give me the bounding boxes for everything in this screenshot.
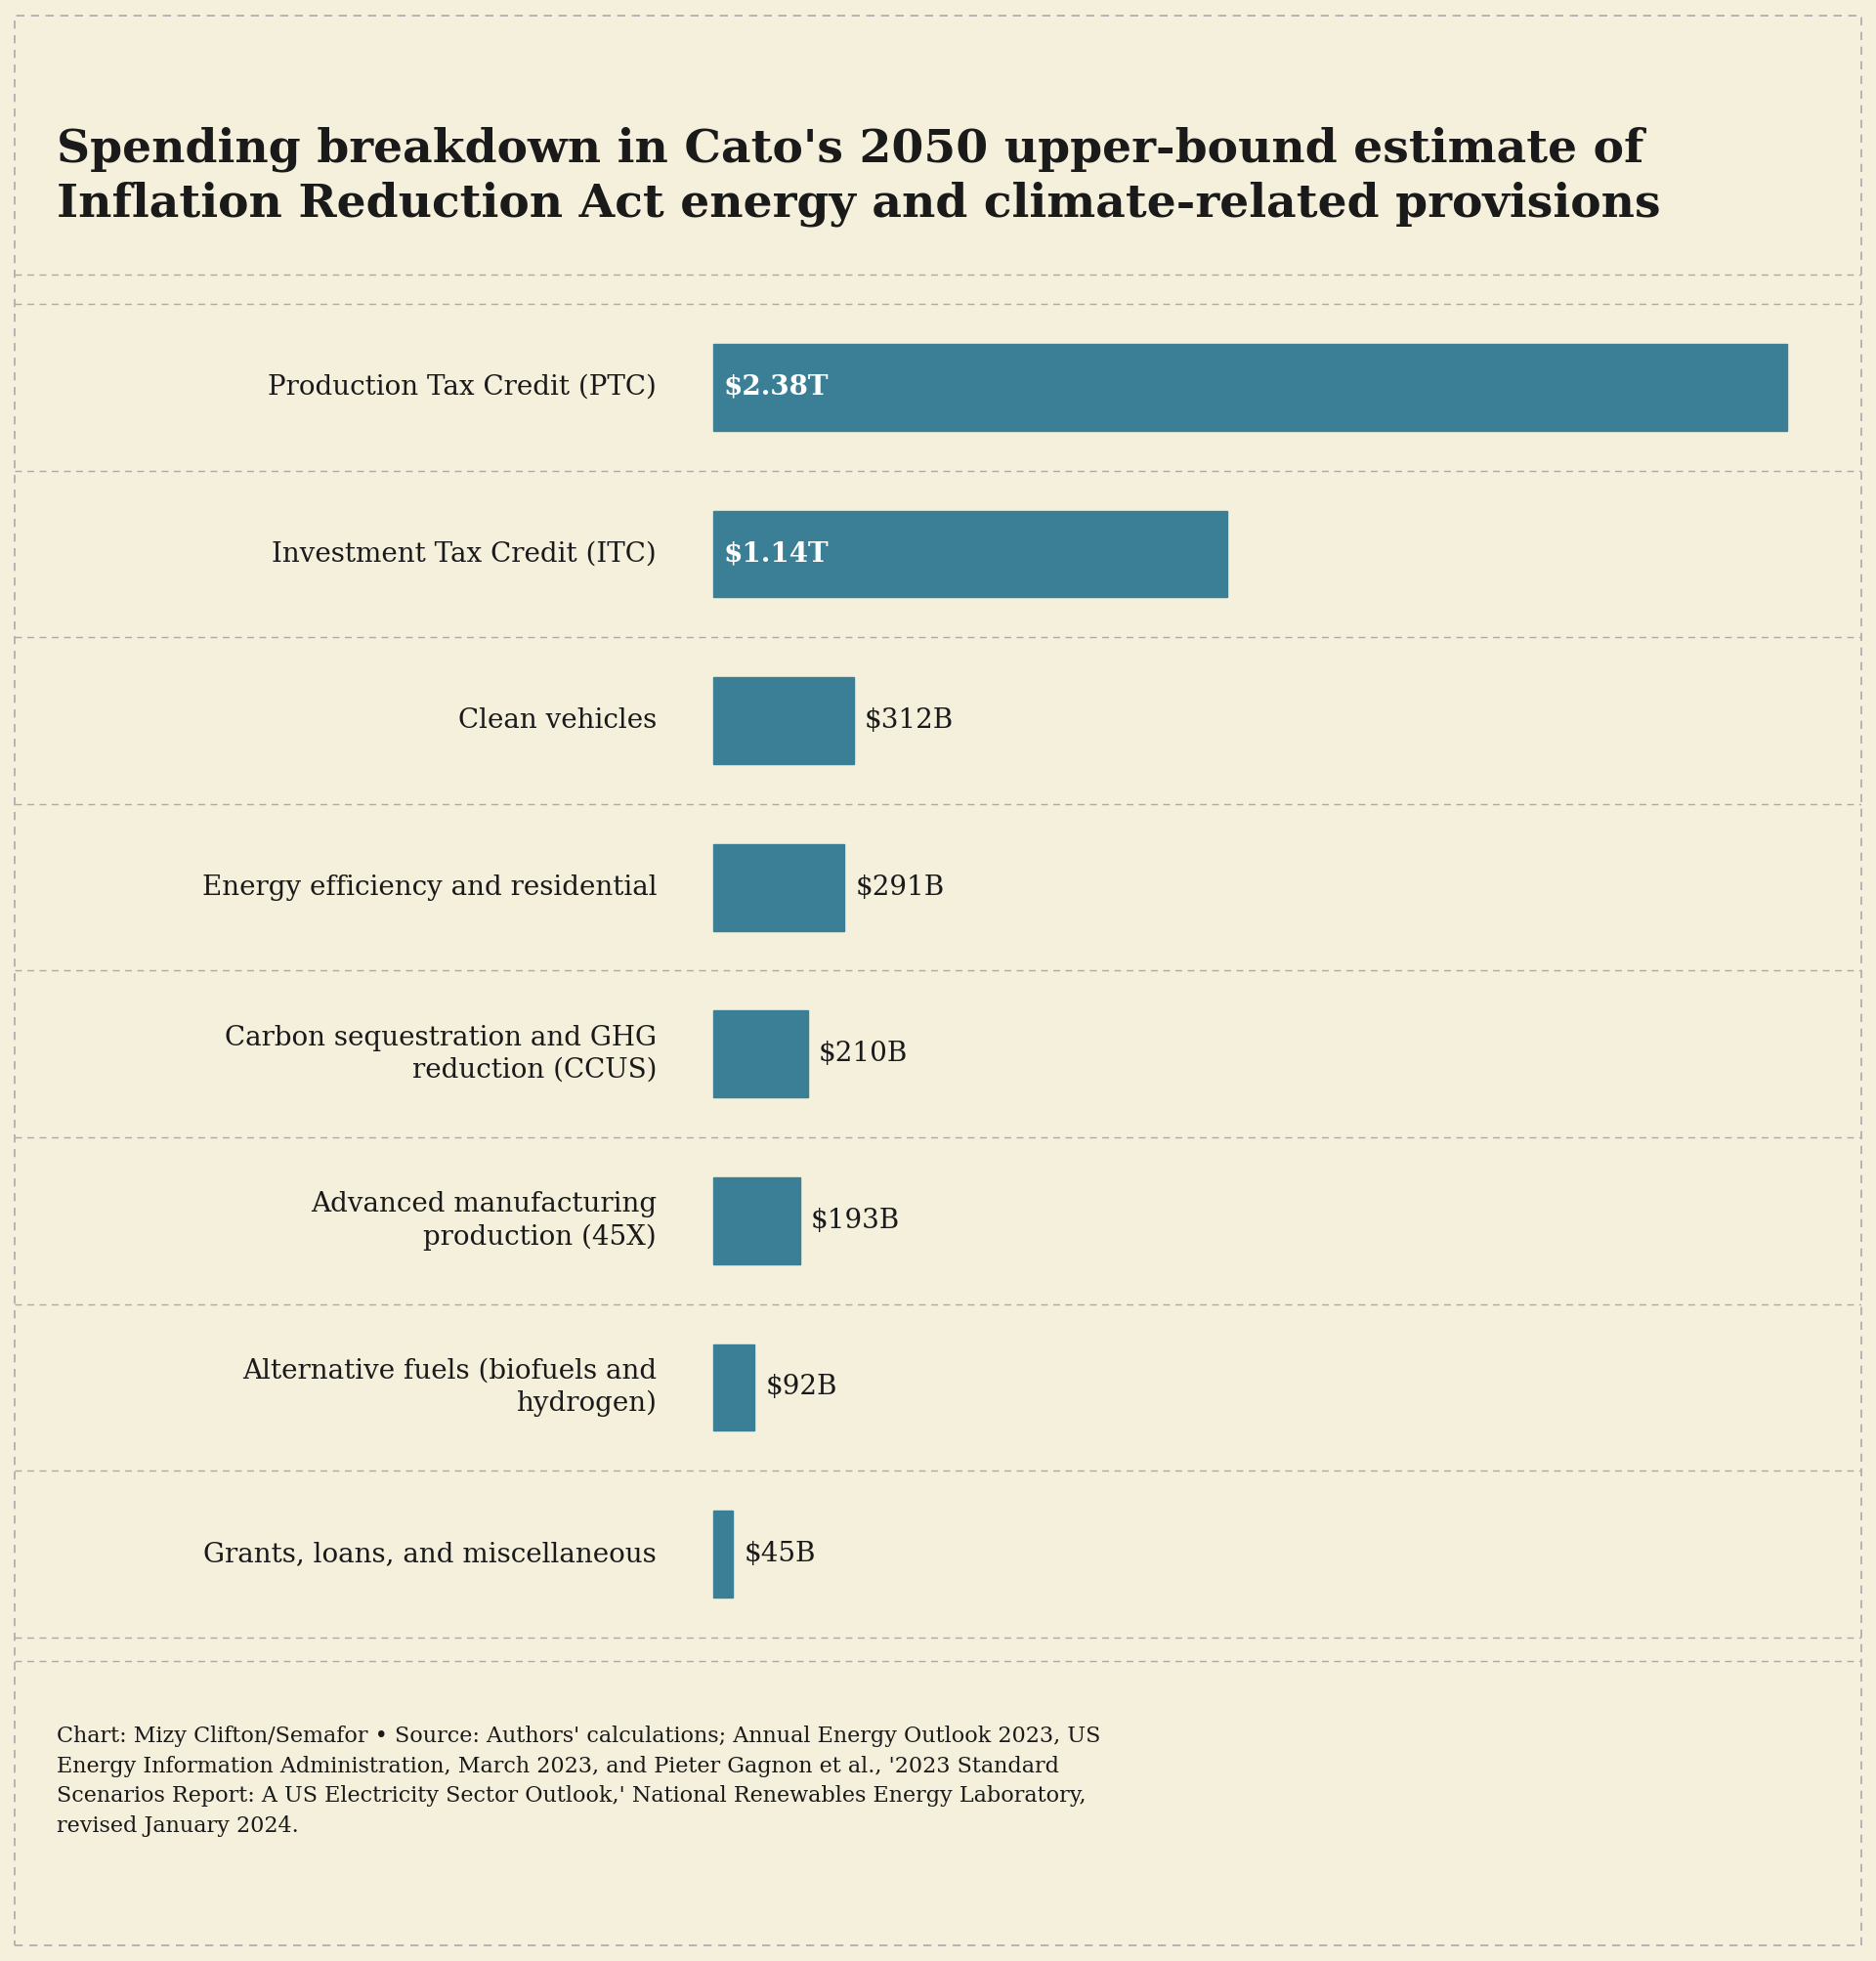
Text: Spending breakdown in Cato's 2050 upper-bound estimate of
Inflation Reduction Ac: Spending breakdown in Cato's 2050 upper-… — [56, 127, 1660, 226]
Text: $291B: $291B — [855, 875, 944, 900]
Text: $92B: $92B — [765, 1375, 837, 1400]
Text: $210B: $210B — [818, 1041, 908, 1067]
Text: $193B: $193B — [810, 1208, 900, 1233]
Text: Carbon sequestration and GHG
reduction (CCUS): Carbon sequestration and GHG reduction (… — [225, 1024, 657, 1084]
Bar — [713, 1510, 734, 1598]
Text: Grants, loans, and miscellaneous: Grants, loans, and miscellaneous — [204, 1541, 657, 1567]
Text: $45B: $45B — [745, 1541, 816, 1567]
Text: Chart: Mizy Clifton/Semafor • Source: Authors' calculations; Annual Energy Outlo: Chart: Mizy Clifton/Semafor • Source: Au… — [56, 1726, 1099, 1837]
Text: Investment Tax Credit (ITC): Investment Tax Credit (ITC) — [272, 541, 657, 567]
Text: Energy efficiency and residential: Energy efficiency and residential — [203, 875, 657, 900]
Bar — [713, 677, 854, 765]
Text: $2.38T: $2.38T — [724, 375, 829, 400]
Text: $312B: $312B — [865, 708, 955, 733]
Bar — [713, 343, 1788, 431]
Bar — [713, 843, 844, 931]
Text: Alternative fuels (biofuels and
hydrogen): Alternative fuels (biofuels and hydrogen… — [242, 1357, 657, 1418]
Bar — [713, 1010, 809, 1098]
Text: Advanced manufacturing
production (45X): Advanced manufacturing production (45X) — [311, 1190, 657, 1251]
Bar — [713, 1177, 799, 1265]
Bar — [713, 510, 1227, 598]
Text: Production Tax Credit (PTC): Production Tax Credit (PTC) — [268, 375, 657, 400]
Text: Clean vehicles: Clean vehicles — [458, 708, 657, 733]
Text: $1.14T: $1.14T — [724, 541, 829, 567]
Text: SEMAFOR: SEMAFOR — [101, 1888, 336, 1930]
Bar — [713, 1343, 754, 1432]
